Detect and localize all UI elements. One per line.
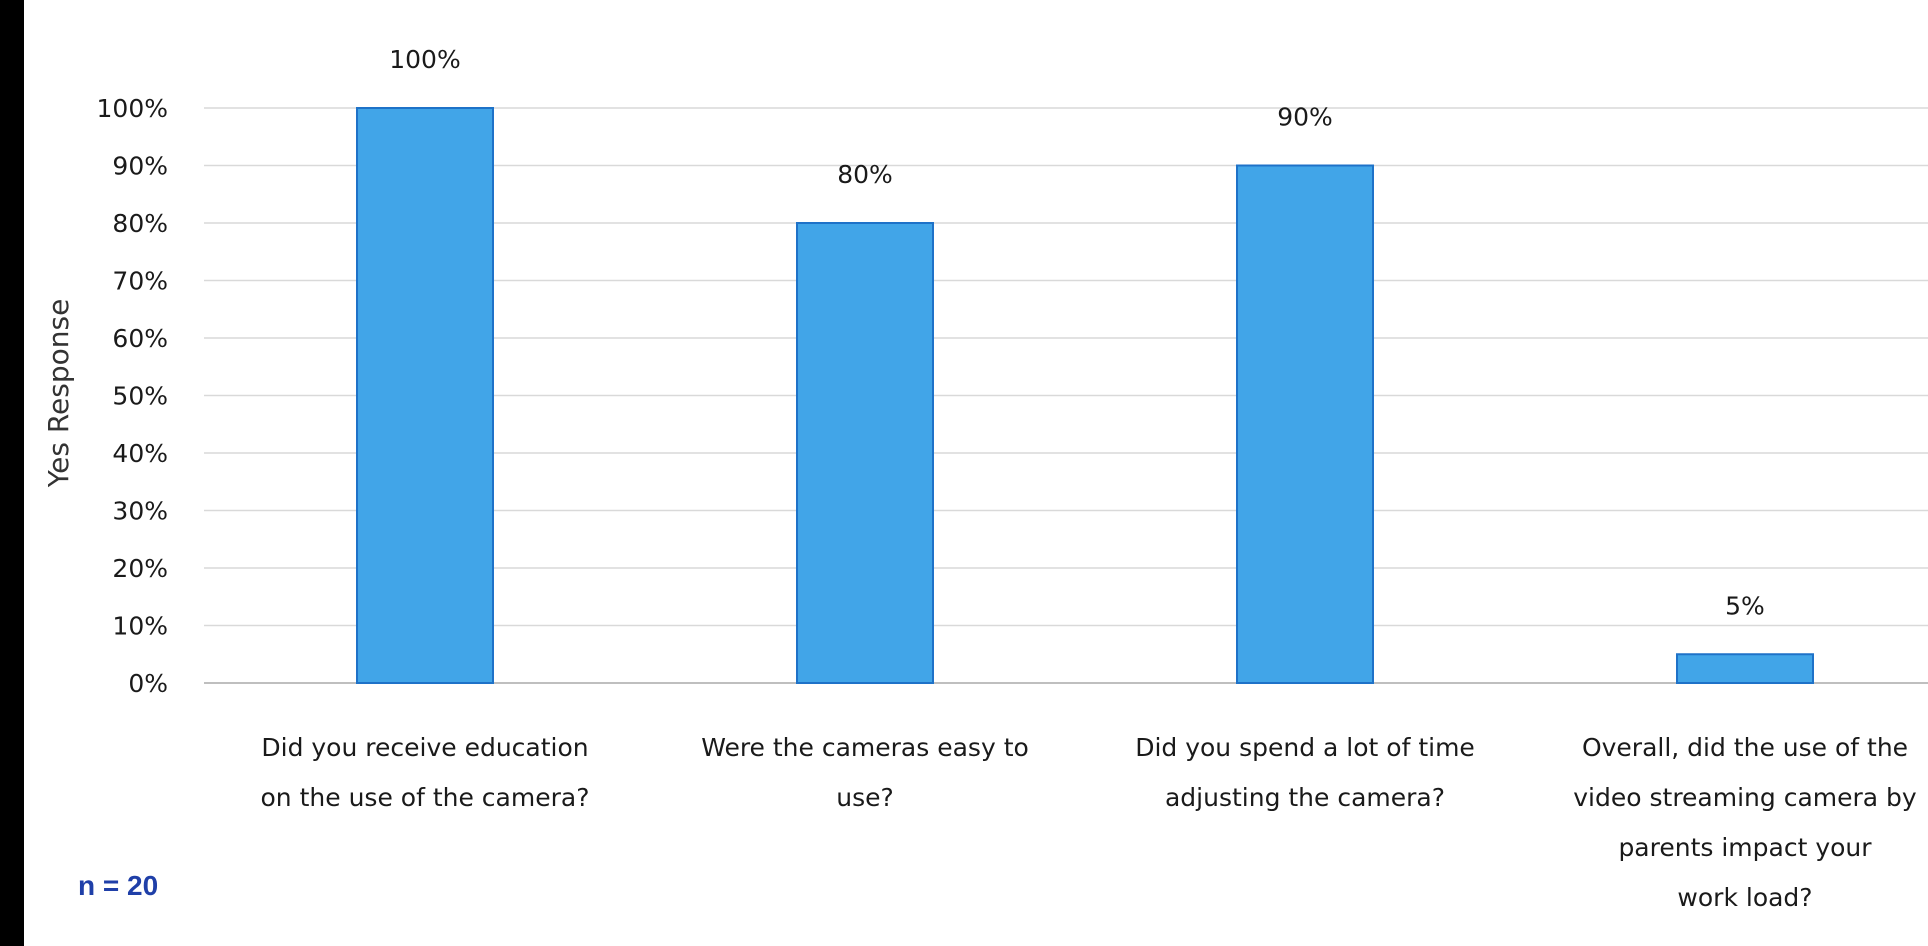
y-tick-label: 70%	[112, 267, 168, 296]
y-tick-label: 20%	[112, 554, 168, 583]
data-label: 90%	[1277, 103, 1333, 132]
bar	[1236, 164, 1374, 684]
category-label: Did you spend a lot of time adjusting the…	[1135, 733, 1475, 812]
bar-chart: 0% 10% 20% 30% 40% 50% 60% 70% 80% 90% 100% 100% 80…	[42, 45, 1928, 912]
y-axis-title: Yes Response	[42, 299, 75, 489]
chart-area: 0% 10% 20% 30% 40% 50% 60% 70% 80% 90% 100% 100% 80…	[24, 0, 1928, 946]
bar	[356, 107, 494, 684]
bars	[356, 107, 1814, 684]
category-label: Overall, did the use of the video streami…	[1573, 733, 1917, 912]
y-tick-label: 0%	[128, 669, 168, 698]
y-tick-label: 90%	[112, 152, 168, 181]
data-label: 80%	[837, 160, 893, 189]
y-tick-label: 30%	[112, 497, 168, 526]
y-axis-ticks: 0% 10% 20% 30% 40% 50% 60% 70% 80% 90% 100%	[97, 94, 168, 698]
data-label: 5%	[1725, 591, 1765, 620]
y-tick-label: 50%	[112, 382, 168, 411]
y-tick-label: 60%	[112, 324, 168, 353]
bar	[796, 222, 934, 684]
y-tick-label: 10%	[112, 612, 168, 641]
data-label: 100%	[389, 45, 460, 74]
sample-size-note: n = 20	[78, 870, 158, 901]
y-tick-label: 40%	[112, 439, 168, 468]
category-labels: Did you receive education on the use of t…	[261, 733, 1917, 912]
bar	[1676, 653, 1814, 684]
y-tick-label: 100%	[97, 94, 168, 123]
data-labels: 100% 80% 90% 5%	[389, 45, 1765, 620]
y-tick-label: 80%	[112, 209, 168, 238]
category-label: Were the cameras easy to use?	[701, 733, 1029, 812]
category-label: Did you receive education on the use of t…	[261, 733, 590, 812]
